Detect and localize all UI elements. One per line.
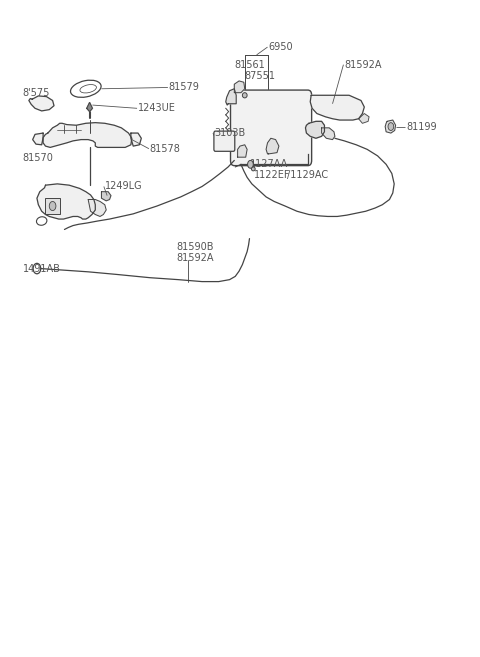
Circle shape	[49, 202, 56, 211]
Circle shape	[33, 263, 41, 274]
Polygon shape	[266, 138, 279, 154]
Text: 6950: 6950	[268, 42, 293, 52]
Text: 81592A: 81592A	[344, 60, 382, 70]
Polygon shape	[359, 114, 369, 124]
Polygon shape	[305, 122, 324, 138]
FancyBboxPatch shape	[214, 131, 235, 151]
Text: 81570: 81570	[23, 153, 54, 163]
Bar	[46, 198, 60, 214]
Text: 1491AB: 1491AB	[23, 263, 60, 273]
Circle shape	[248, 160, 253, 168]
Polygon shape	[37, 184, 96, 219]
Text: 3103B: 3103B	[214, 128, 245, 138]
Polygon shape	[226, 89, 236, 105]
FancyBboxPatch shape	[230, 90, 312, 166]
Polygon shape	[43, 123, 132, 147]
Text: 81561: 81561	[234, 60, 265, 70]
Text: 81199: 81199	[406, 122, 437, 131]
Text: 1127AA: 1127AA	[250, 160, 288, 170]
Circle shape	[388, 123, 394, 131]
Text: 81578: 81578	[150, 145, 181, 154]
Polygon shape	[322, 128, 335, 139]
Polygon shape	[88, 200, 106, 216]
Ellipse shape	[71, 80, 101, 97]
Text: /1129AC: /1129AC	[288, 170, 329, 181]
Polygon shape	[33, 133, 43, 145]
Ellipse shape	[242, 93, 247, 98]
Polygon shape	[234, 81, 245, 93]
Polygon shape	[385, 120, 396, 133]
Ellipse shape	[36, 217, 47, 225]
Text: 1122EF: 1122EF	[254, 170, 291, 181]
Polygon shape	[29, 96, 54, 111]
Polygon shape	[310, 95, 364, 120]
Polygon shape	[238, 145, 247, 157]
Text: 81592A: 81592A	[176, 253, 214, 263]
Polygon shape	[131, 133, 141, 146]
Ellipse shape	[252, 167, 255, 171]
Text: 81579: 81579	[169, 83, 200, 93]
Text: 87551: 87551	[245, 71, 276, 81]
Polygon shape	[87, 102, 93, 112]
Text: 1249LG: 1249LG	[105, 181, 143, 191]
Text: 8'575: 8'575	[23, 87, 50, 98]
Text: 1243UE: 1243UE	[138, 103, 176, 113]
Polygon shape	[101, 192, 111, 201]
Text: 81590B: 81590B	[176, 242, 214, 252]
